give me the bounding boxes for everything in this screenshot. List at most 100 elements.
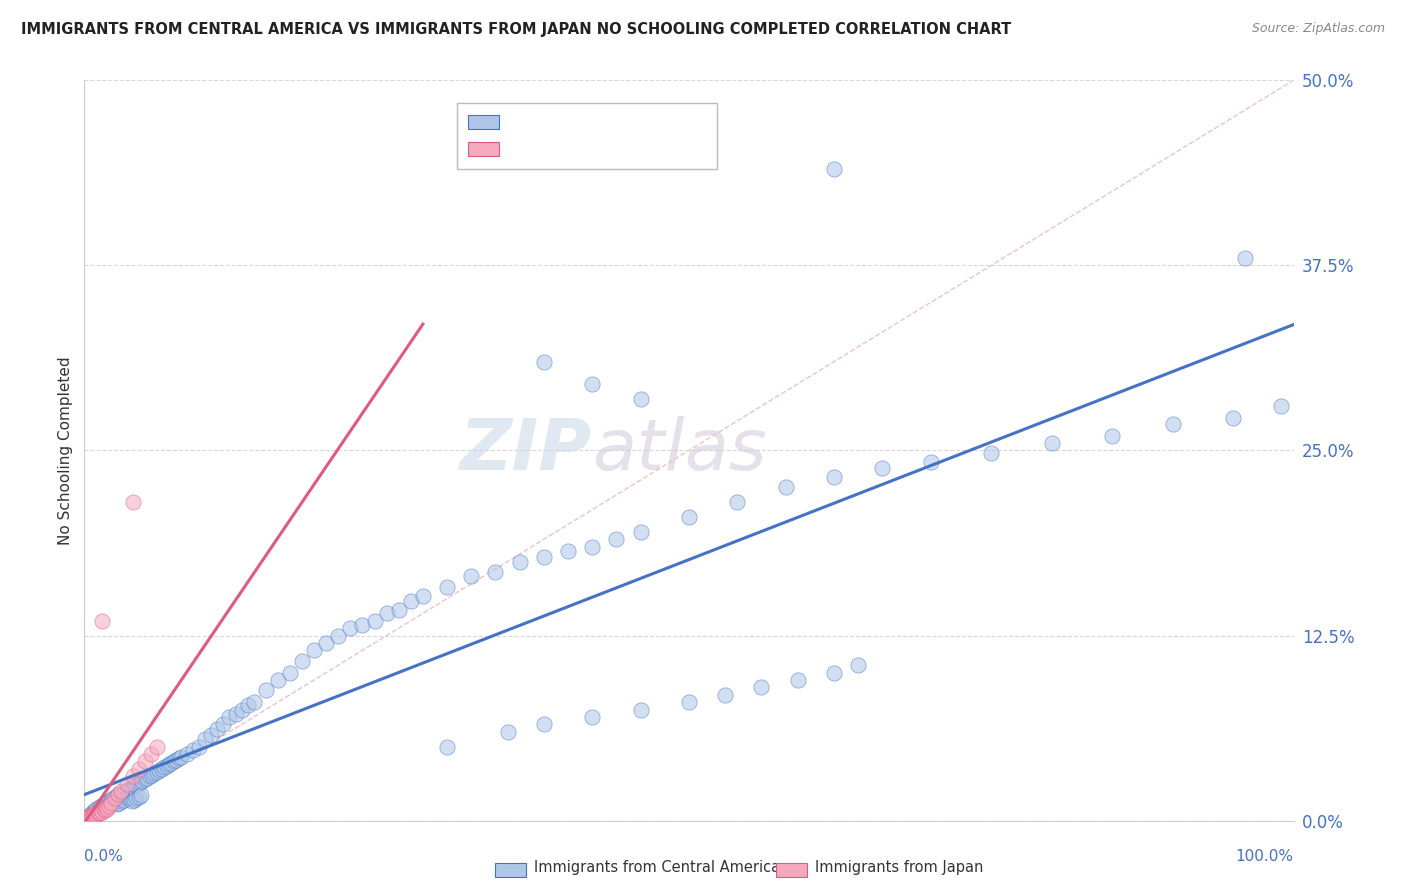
Point: [121, 495, 143, 509]
Point: [484, 565, 506, 579]
Point: [121, 794, 143, 808]
Point: [136, 771, 159, 785]
Point: [242, 695, 264, 709]
Text: 0.0%: 0.0%: [84, 849, 124, 864]
Text: R = 0.645   N = 32: R = 0.645 N = 32: [510, 142, 655, 156]
Point: [76, 812, 98, 826]
Point: [79, 807, 101, 822]
Point: [86, 807, 108, 822]
Point: [460, 569, 482, 583]
Point: [90, 803, 112, 817]
Point: [581, 376, 603, 391]
Point: [980, 446, 1002, 460]
Point: [533, 717, 555, 731]
Point: [86, 802, 108, 816]
Point: [83, 809, 105, 823]
Text: R = 0.647   N = 121: R = 0.647 N = 121: [510, 115, 665, 129]
Point: [181, 742, 204, 756]
Point: [846, 658, 869, 673]
Point: [127, 776, 149, 791]
Point: [496, 724, 519, 739]
Point: [128, 789, 150, 804]
Point: [104, 794, 127, 808]
Point: [139, 747, 162, 761]
Point: [134, 755, 156, 769]
Point: [557, 544, 579, 558]
Point: [786, 673, 808, 687]
Point: [678, 510, 700, 524]
Point: [775, 480, 797, 494]
Point: [581, 540, 603, 554]
Point: [254, 683, 277, 698]
Text: IMMIGRANTS FROM CENTRAL AMERICA VS IMMIGRANTS FROM JAPAN NO SCHOOLING COMPLETED : IMMIGRANTS FROM CENTRAL AMERICA VS IMMIG…: [21, 22, 1011, 37]
Point: [100, 796, 122, 810]
Point: [148, 764, 170, 778]
Point: [176, 747, 198, 761]
Point: [120, 780, 142, 795]
Point: [87, 805, 110, 819]
Point: [920, 455, 942, 469]
Point: [89, 806, 111, 821]
Point: [1222, 410, 1244, 425]
Point: [101, 796, 124, 810]
Point: [823, 470, 845, 484]
Point: [278, 665, 301, 680]
Point: [163, 755, 186, 769]
Point: [678, 695, 700, 709]
Text: Immigrants from Japan: Immigrants from Japan: [815, 860, 984, 874]
Point: [100, 793, 122, 807]
Point: [111, 794, 134, 808]
Point: [86, 805, 108, 819]
Point: [93, 797, 115, 812]
Point: [117, 782, 139, 797]
Point: [129, 775, 152, 789]
Point: [170, 750, 193, 764]
Point: [315, 636, 337, 650]
Point: [399, 594, 422, 608]
Point: [94, 796, 117, 810]
Point: [714, 688, 737, 702]
Point: [533, 550, 555, 565]
Point: [87, 800, 110, 814]
Point: [339, 621, 361, 635]
Point: [94, 800, 117, 814]
Point: [725, 495, 748, 509]
Point: [146, 764, 169, 779]
Point: [76, 811, 98, 825]
Point: [83, 807, 105, 822]
Point: [212, 717, 235, 731]
Point: [84, 803, 107, 817]
Point: [122, 793, 145, 807]
Text: atlas: atlas: [592, 416, 766, 485]
Point: [533, 354, 555, 368]
Point: [97, 798, 120, 813]
Point: [98, 797, 121, 812]
Point: [328, 628, 350, 642]
Point: [291, 654, 314, 668]
Point: [236, 698, 259, 713]
Point: [107, 789, 129, 803]
Point: [77, 809, 100, 823]
Point: [89, 803, 111, 817]
Point: [188, 739, 211, 754]
Point: [436, 580, 458, 594]
Point: [630, 703, 652, 717]
Point: [165, 753, 187, 767]
Point: [91, 805, 114, 819]
Point: [114, 784, 136, 798]
Point: [153, 760, 176, 774]
Point: [90, 798, 112, 813]
Point: [125, 791, 148, 805]
Point: [436, 739, 458, 754]
Point: [112, 793, 135, 807]
Point: [388, 603, 411, 617]
Point: [80, 809, 103, 823]
Point: [82, 805, 104, 819]
Point: [105, 797, 128, 812]
Point: [1101, 428, 1123, 442]
Point: [94, 803, 117, 817]
Point: [200, 728, 222, 742]
Text: Immigrants from Central America: Immigrants from Central America: [534, 860, 780, 874]
Point: [150, 762, 173, 776]
Point: [104, 791, 127, 805]
